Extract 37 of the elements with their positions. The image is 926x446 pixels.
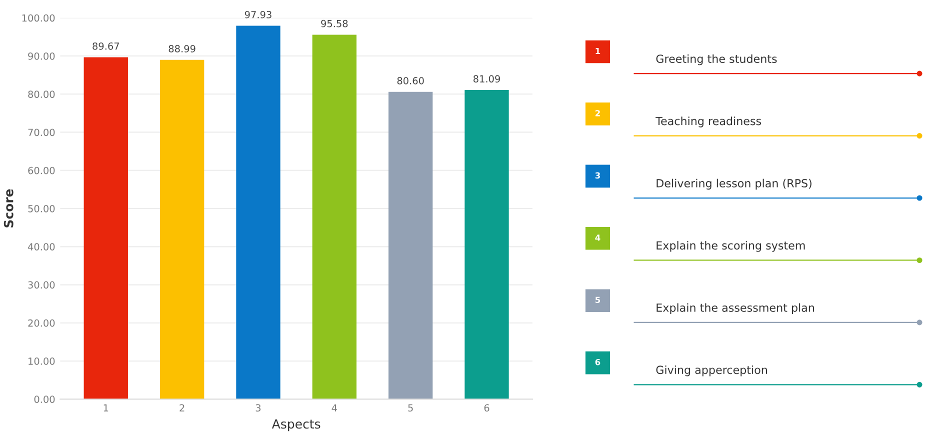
data-label: 88.99 [168,45,196,52]
x-tick-label: 4 [332,404,337,412]
y-tick-label: 60.00 [28,166,55,174]
data-label: 95.58 [321,20,348,28]
data-label: 81.09 [473,75,500,83]
text: Giving apperception [656,365,767,376]
text: Greeting the students [656,54,777,66]
y-tick-label: 80.00 [28,90,55,98]
y-tick-label: 90.00 [28,52,55,60]
y-tick-label: 50.00 [28,204,55,212]
x-tick-label: 5 [408,404,413,412]
x-tick-label: 1 [104,404,108,412]
y-tick-label: 30.00 [28,281,55,289]
y-tick-label: 100.00 [22,14,55,22]
y-tick-label: 10.00 [28,358,55,365]
y-axis-title: Score [4,189,14,228]
x-tick-label: 6 [484,404,490,412]
y-tick-label: 70.00 [28,128,55,136]
x-axis-title: Aspects [272,419,320,432]
y-tick-label: 0.00 [34,396,55,403]
y-tick-label: 20.00 [28,319,55,327]
text: Explain the scoring system [656,241,805,252]
x-tick-label: 3 [256,404,261,412]
y-tick-label: 40.00 [28,243,55,250]
text: Teaching readiness [656,116,762,128]
data-label: 89.67 [92,42,119,50]
category-label: 1 [596,48,600,54]
category-label: 2 [595,110,600,116]
category-label: 4 [595,234,600,241]
data-label: 80.60 [397,77,424,84]
data-label: 97.93 [244,10,272,18]
category-label: 3 [595,172,600,179]
category-label: 5 [595,296,600,304]
text: Delivering lesson plan (RPS) [656,178,812,190]
category-label: 6 [595,358,600,366]
x-tick-label: 2 [180,404,184,412]
text: Explain the assessment plan [656,303,814,314]
